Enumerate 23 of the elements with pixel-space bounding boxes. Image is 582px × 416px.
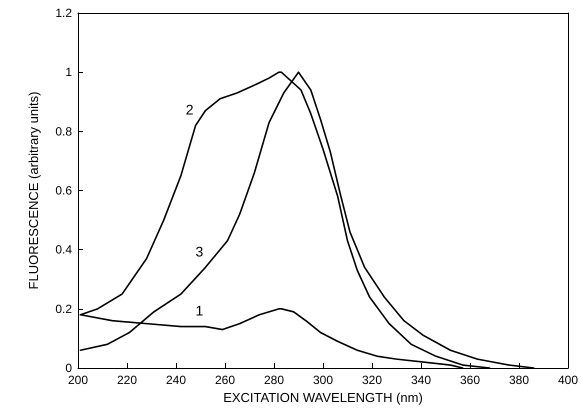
x-axis-title: EXCITATION WAVELENGTH (nm) [223, 390, 423, 405]
x-tick-label: 340 [410, 373, 432, 387]
series-label: 3 [196, 243, 204, 260]
y-axis-title: FLUORESCENCE (arbitrary units) [26, 92, 41, 290]
x-tick-label: 300 [312, 373, 334, 387]
series-label: 2 [186, 101, 194, 118]
y-tick-label: 0.2 [55, 302, 72, 316]
x-tick-label: 220 [116, 373, 138, 387]
y-tick-label: 0.4 [55, 242, 72, 257]
x-tick-label: 260 [214, 373, 236, 387]
x-tick-label: 320 [362, 373, 382, 387]
x-tick-label: 360 [460, 373, 480, 387]
y-tick-label: 0 [65, 361, 72, 375]
x-tick-label: 280 [264, 373, 284, 387]
x-tick-label: 200 [68, 373, 88, 387]
y-tick-label: 0.6 [55, 184, 72, 198]
y-tick-label: 0.8 [55, 124, 72, 138]
x-tick-label: 400 [558, 373, 578, 387]
x-tick-label: 380 [508, 373, 530, 387]
y-tick-label: 1.2 [55, 6, 72, 20]
series-label: 1 [196, 302, 204, 319]
y-tick-label: 1 [65, 65, 72, 80]
x-tick-label: 240 [166, 373, 186, 387]
